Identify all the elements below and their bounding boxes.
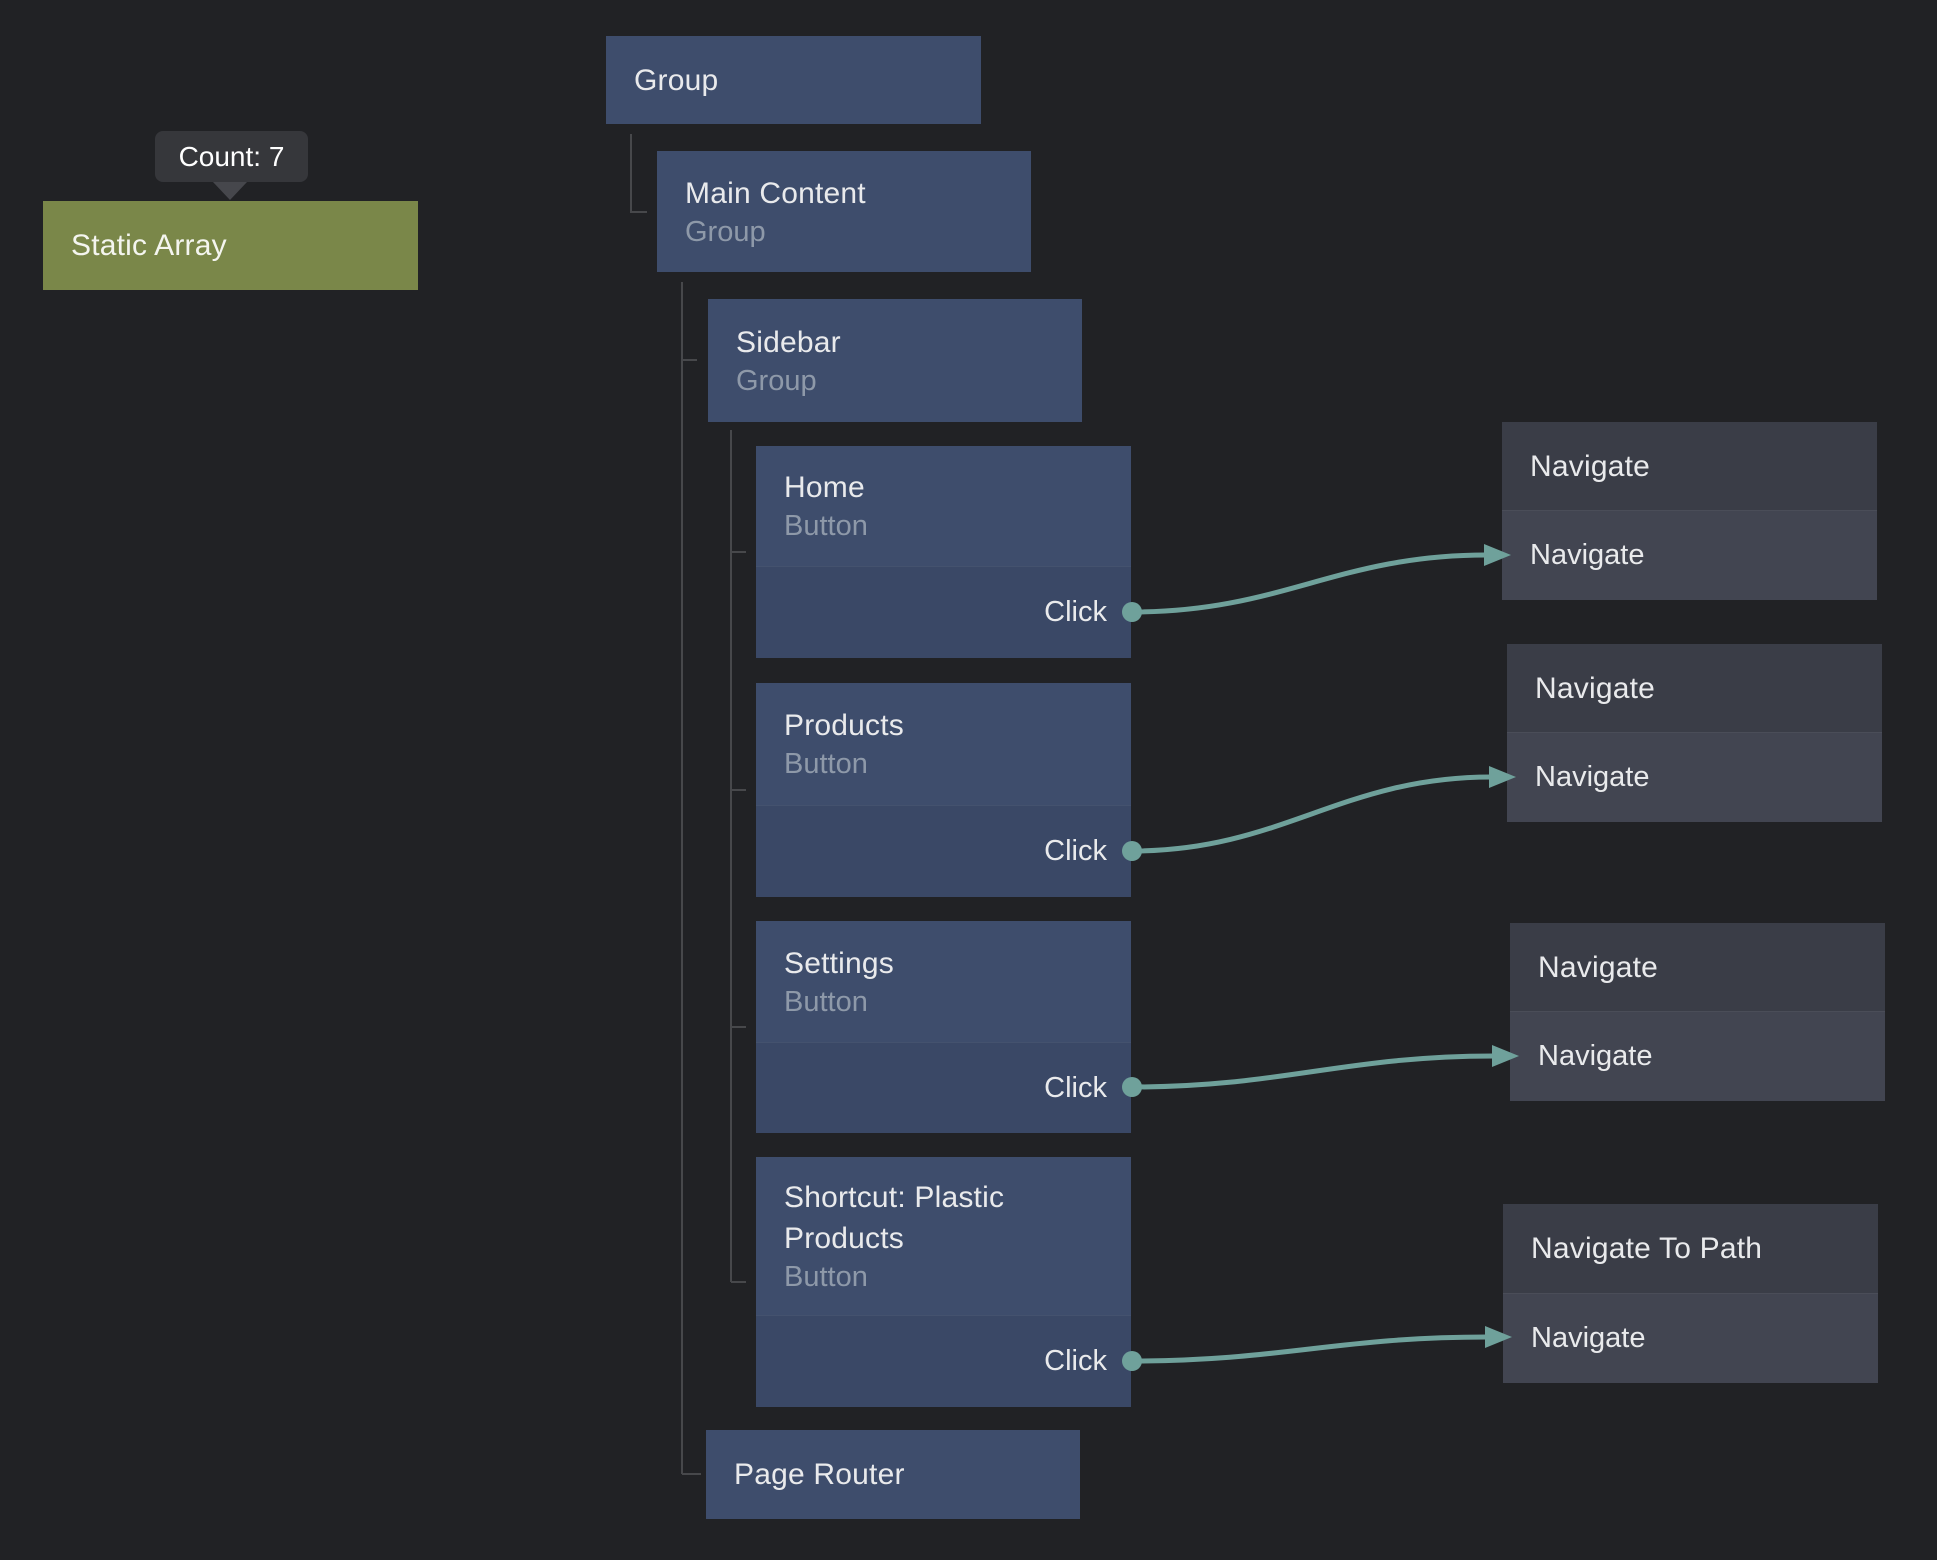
node-type-label: Button	[784, 985, 868, 1018]
node-title: Settings	[784, 946, 894, 980]
count-tooltip-label: Count: 7	[178, 140, 285, 172]
node-home-button[interactable]: Home Button Click	[756, 446, 1131, 658]
count-tooltip-pointer	[213, 182, 247, 200]
node-title: Static Array	[71, 229, 227, 262]
node-title: Navigate To Path	[1531, 1232, 1763, 1265]
event-wires	[1131, 552, 1495, 1364]
node-main-content[interactable]: Main Content Group	[657, 151, 1031, 272]
port-row-navigate: Navigate	[1507, 732, 1882, 822]
node-sidebar[interactable]: Sidebar Group	[708, 299, 1082, 422]
port-row-click: Click	[756, 566, 1131, 658]
node-title: Group	[634, 63, 719, 97]
node-page-router[interactable]: Page Router	[706, 1430, 1080, 1519]
node-type-label: Button	[784, 1260, 868, 1293]
port-label-click: Click	[1044, 1345, 1107, 1377]
node-type-label: Group	[685, 215, 766, 248]
port-row-navigate: Navigate	[1502, 510, 1877, 600]
node-title: Sidebar	[736, 325, 841, 359]
port-row-navigate: Navigate	[1510, 1011, 1885, 1101]
port-row-click: Click	[756, 1315, 1131, 1407]
node-shortcut-plastic-products-button[interactable]: Shortcut: Plastic Products Button Click	[756, 1157, 1131, 1407]
wire-shortcut-click-navigatetopath[interactable]	[1131, 1334, 1488, 1364]
node-title: Navigate	[1530, 449, 1651, 483]
node-title: Products	[784, 709, 904, 742]
node-navigate-to-path[interactable]: Navigate To Path Navigate	[1503, 1204, 1878, 1383]
node-navigate-3[interactable]: Navigate Navigate	[1510, 923, 1885, 1101]
node-group[interactable]: Group	[606, 36, 981, 124]
port-label-navigate: Navigate	[1530, 539, 1645, 571]
port-label-click: Click	[1044, 596, 1107, 628]
port-row-click: Click	[756, 805, 1131, 897]
port-row-click: Click	[756, 1042, 1131, 1133]
node-type-label: Button	[784, 748, 868, 780]
node-title: Navigate	[1535, 671, 1656, 705]
port-label-click: Click	[1044, 835, 1107, 867]
port-row-navigate: Navigate	[1503, 1293, 1878, 1383]
node-products-button[interactable]: Products Button Click	[756, 683, 1131, 897]
wire-products-click-navigate[interactable]	[1131, 774, 1492, 854]
tree-connector-group-maincontent	[630, 134, 647, 213]
count-tooltip: Count: 7	[155, 131, 308, 182]
node-title: Main Content	[685, 176, 866, 210]
node-navigate-2[interactable]: Navigate Navigate	[1507, 644, 1882, 822]
port-label-navigate: Navigate	[1531, 1322, 1646, 1354]
wire-settings-click-navigate[interactable]	[1131, 1053, 1495, 1090]
node-navigate-1[interactable]: Navigate Navigate	[1502, 422, 1877, 600]
node-type-label: Button	[784, 510, 868, 542]
wire-home-click-navigate[interactable]	[1131, 552, 1487, 615]
node-title: Page Router	[734, 1458, 905, 1491]
node-title: Navigate	[1538, 950, 1659, 984]
node-title: Home	[784, 471, 865, 504]
port-label-click: Click	[1044, 1071, 1107, 1104]
node-static-array[interactable]: Static Array	[43, 201, 418, 290]
node-title: Shortcut: Plastic Products	[784, 1180, 1005, 1255]
node-type-label: Group	[736, 364, 817, 397]
port-label-navigate: Navigate	[1538, 1040, 1653, 1072]
port-label-navigate: Navigate	[1535, 761, 1650, 793]
node-settings-button[interactable]: Settings Button Click	[756, 921, 1131, 1133]
